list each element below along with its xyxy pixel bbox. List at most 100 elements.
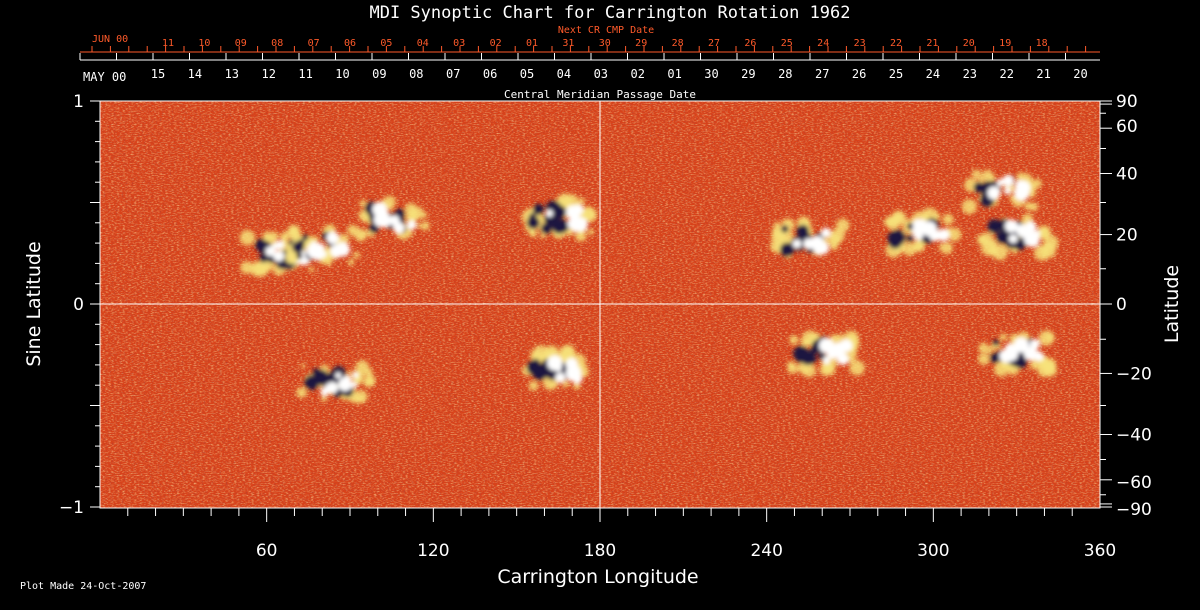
plage-patch [416, 223, 421, 228]
positive-flux [326, 381, 339, 394]
y-right-labels: 90 60 40 20 0 −20 −40 −60 −90 [1116, 92, 1152, 520]
plage-patch [797, 362, 810, 374]
x-tick-label: 240 [750, 541, 782, 561]
negative-flux [532, 203, 544, 216]
plage-patch [253, 261, 270, 277]
positive-flux [912, 219, 923, 229]
plage-patch [579, 197, 586, 204]
plage-patch [562, 380, 570, 388]
y-right-tick-label: −20 [1116, 364, 1152, 384]
plage-patch [386, 203, 394, 210]
next-date-label: 28 [672, 38, 684, 49]
plage-patch [992, 244, 1008, 261]
plage-patch [981, 240, 997, 256]
plage-patch [284, 250, 298, 264]
plage-patch [364, 375, 376, 387]
active-region [284, 224, 360, 266]
active-region [296, 360, 376, 404]
top-date-label: 26 [852, 67, 866, 81]
plage-patch [326, 260, 333, 266]
plage-patch [971, 169, 982, 179]
plage-patch [1041, 358, 1057, 373]
positive-flux [1034, 230, 1041, 237]
plage-patch [354, 390, 368, 404]
next-date-label: 07 [308, 38, 320, 49]
positive-flux [343, 375, 352, 384]
top-date-label: 30 [704, 67, 718, 81]
active-region [961, 169, 1042, 215]
active-region [521, 344, 589, 391]
active-region [976, 213, 1059, 261]
next-date-label: 22 [890, 38, 902, 49]
x-axis-ticks [127, 508, 1073, 522]
next-date-label: 01 [526, 38, 538, 49]
next-date-label: 03 [453, 38, 465, 49]
positive-flux [273, 250, 285, 262]
positive-flux [831, 347, 841, 357]
y-left-labels: 1 0 −1 [59, 92, 84, 518]
next-date-label: 02 [490, 38, 502, 49]
next-axis-dates: 11 10 09 08 07 06 05 04 03 02 01 31 30 29 28 27 26 25 24 23… [162, 38, 1048, 49]
y-right-tick-label: 90 [1116, 92, 1138, 112]
positive-flux [820, 227, 831, 238]
negative-flux [779, 242, 795, 257]
y-left-tick-label: 0 [73, 295, 84, 315]
positive-flux [545, 209, 554, 218]
positive-flux [376, 217, 387, 228]
positive-flux [567, 206, 575, 215]
positive-flux [1013, 337, 1029, 353]
plage-patch [262, 231, 273, 241]
y-right-tick-label: 60 [1116, 117, 1138, 137]
positive-flux [406, 220, 417, 230]
negative-flux [302, 234, 309, 241]
plage-patch [314, 236, 319, 242]
plage-patch [280, 234, 287, 241]
plage-patch [996, 344, 1002, 349]
next-date-label: 21 [926, 38, 938, 49]
positive-flux [1031, 238, 1039, 247]
plage-patch [849, 360, 865, 376]
positive-flux [1013, 185, 1030, 201]
next-date-label: 05 [380, 38, 392, 49]
plage-patch [885, 215, 901, 230]
top-date-label: 22 [999, 67, 1013, 81]
positive-flux [1002, 174, 1015, 187]
top-date-label: 08 [409, 67, 423, 81]
top-date-label: 15 [151, 67, 165, 81]
y-right-tick-label: 0 [1116, 295, 1127, 315]
next-date-label: 10 [198, 38, 210, 49]
positive-flux [352, 371, 359, 379]
y-right-tick-label: −90 [1116, 500, 1152, 520]
active-region [521, 193, 597, 242]
negative-flux [296, 253, 303, 260]
active-region [884, 207, 962, 258]
positive-flux [996, 180, 1004, 187]
negative-flux [781, 225, 789, 233]
next-date-label: 20 [963, 38, 975, 49]
top-date-label: 04 [557, 67, 571, 81]
positive-flux [1003, 187, 1012, 195]
next-date-label: 24 [817, 38, 829, 49]
positive-flux [913, 230, 924, 241]
plage-patch [420, 221, 430, 231]
top-date-label: 14 [188, 67, 202, 81]
negative-flux [292, 241, 305, 254]
positive-flux [1004, 219, 1018, 233]
plage-patch [978, 342, 989, 354]
positive-flux [1025, 221, 1037, 233]
next-axis-label: Next CR CMP Date [558, 25, 654, 36]
plage-patch [300, 363, 306, 369]
negative-flux [987, 219, 1002, 234]
plage-patch [786, 219, 792, 226]
plage-patch [573, 382, 581, 390]
positive-flux [937, 228, 950, 242]
plage-patch [961, 199, 977, 215]
next-date-label: 23 [854, 38, 866, 49]
negative-flux [996, 230, 1010, 244]
positive-flux [555, 372, 566, 383]
plage-patch [528, 380, 539, 391]
next-month-label: JUN 00 [92, 34, 128, 45]
plage-patch [976, 234, 987, 245]
next-date-label: 11 [162, 38, 174, 49]
